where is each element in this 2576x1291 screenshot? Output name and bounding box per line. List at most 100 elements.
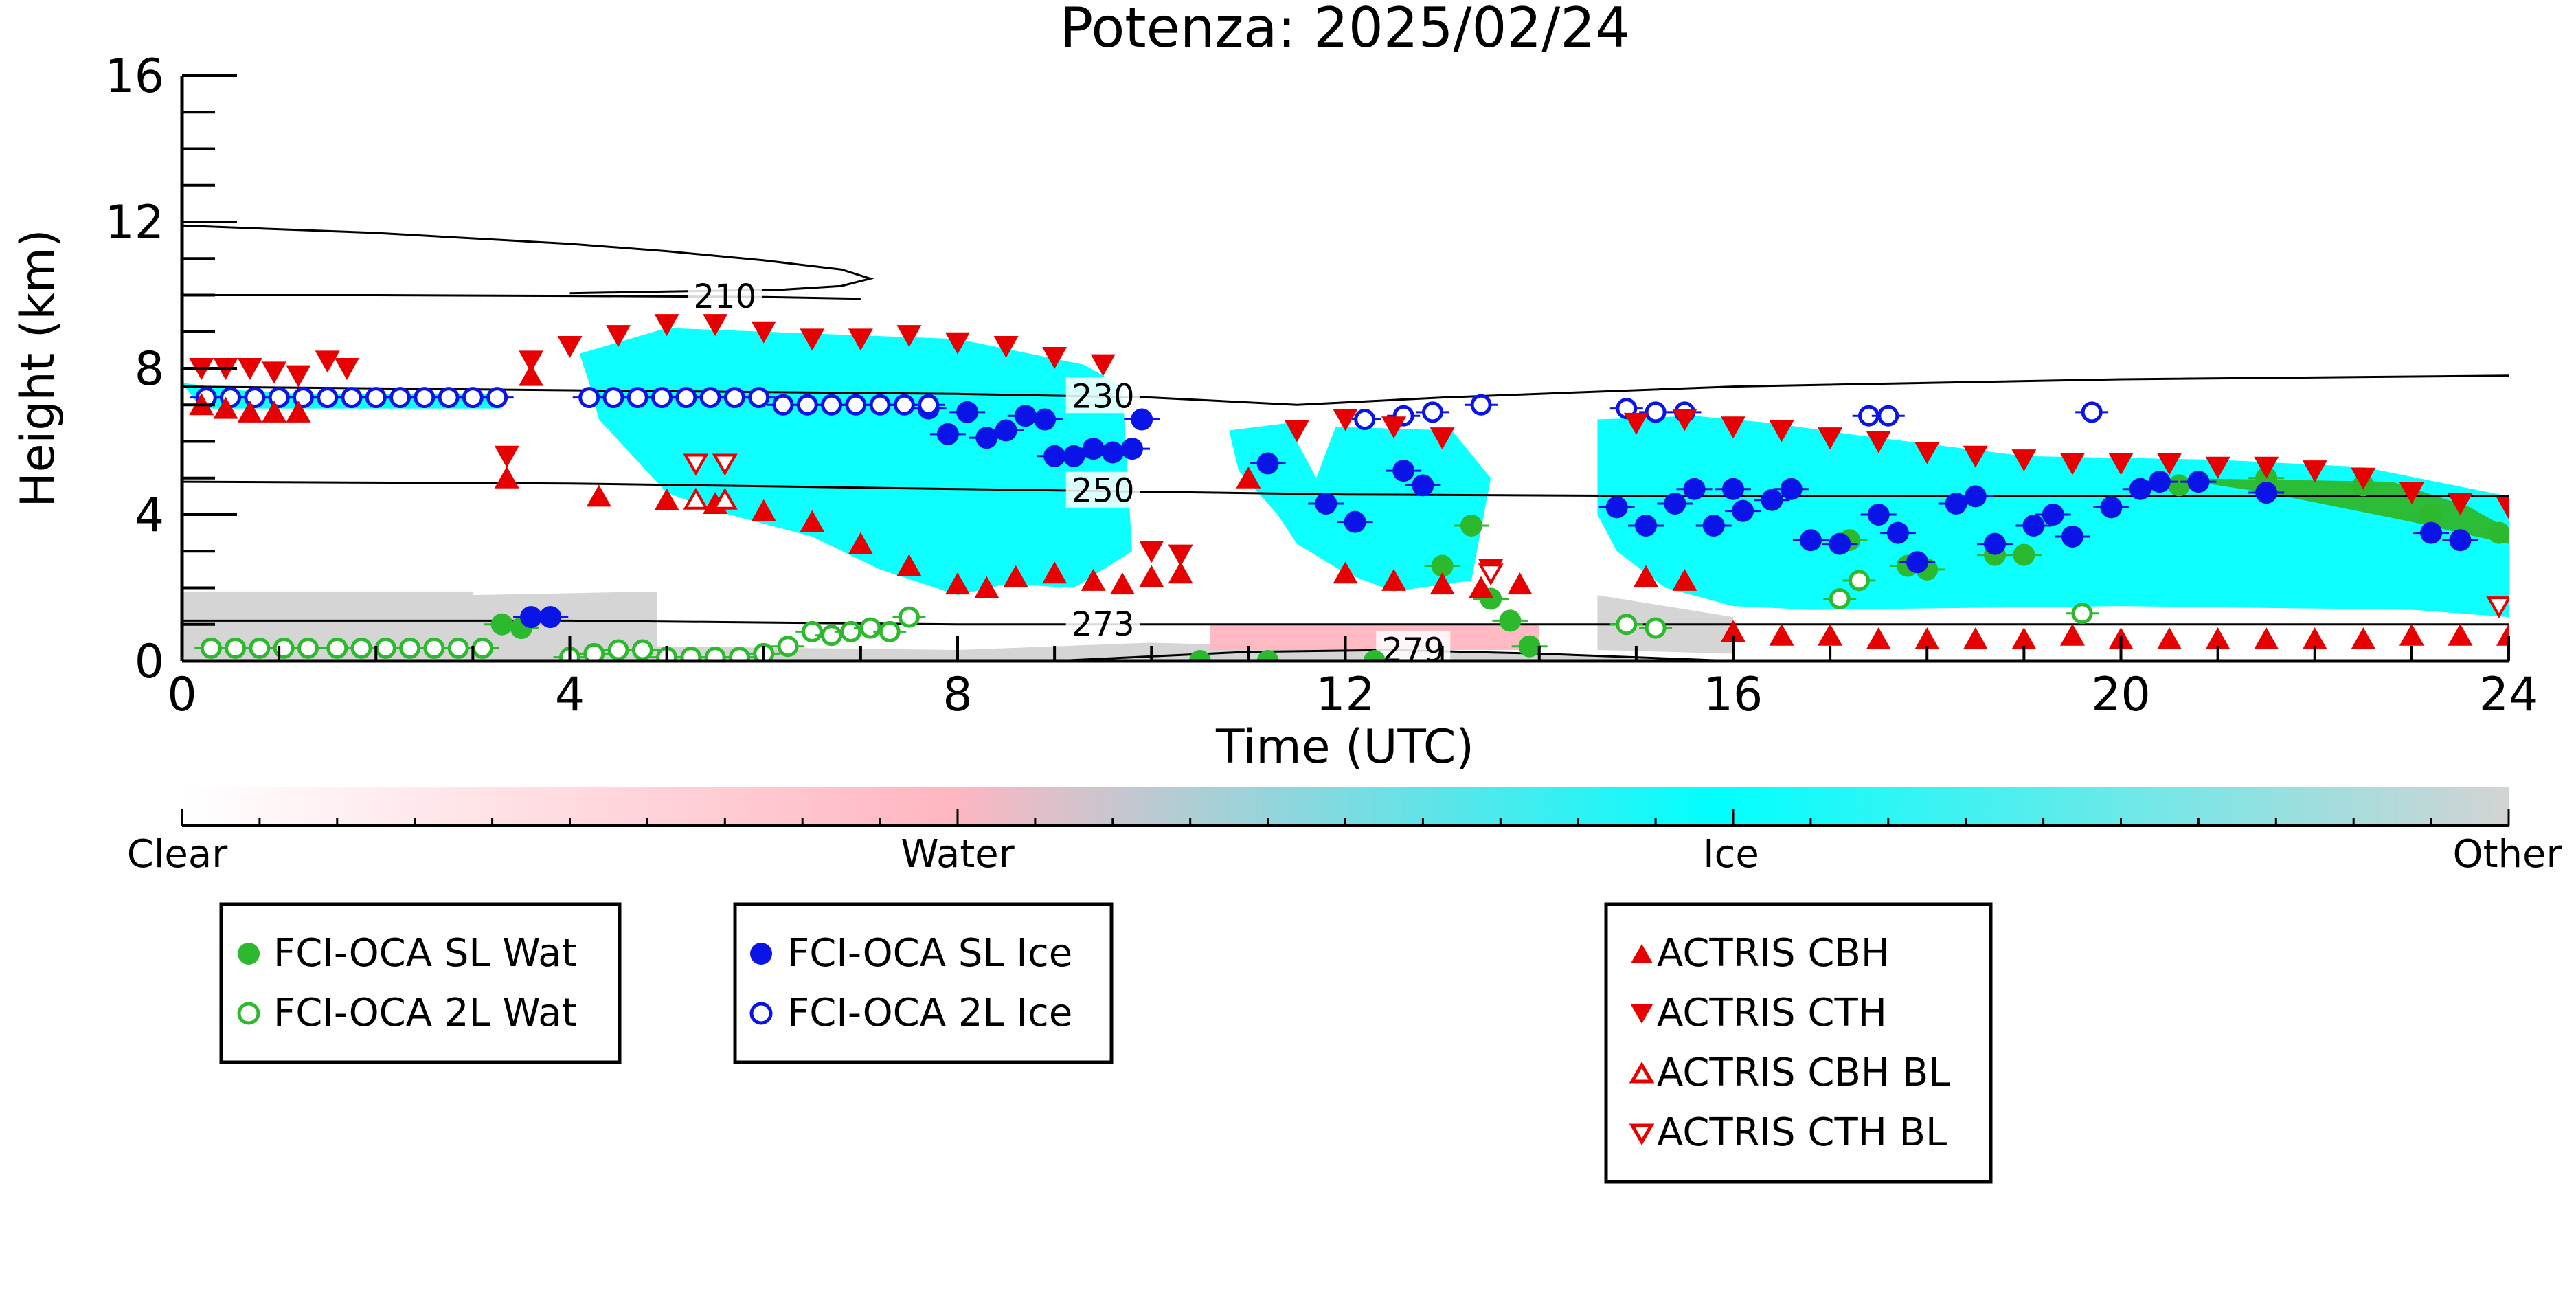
data-point — [1507, 572, 1533, 595]
data-point — [1470, 394, 1492, 416]
data-point — [1256, 452, 1279, 475]
retrieval-markers — [189, 314, 2509, 661]
data-point — [1354, 409, 1376, 431]
data-point — [1945, 493, 1967, 515]
data-point — [262, 361, 287, 384]
data-point — [1769, 420, 1794, 442]
isotherm-label-bg — [1065, 377, 1140, 414]
data-point — [945, 332, 970, 355]
data-point — [993, 336, 1019, 359]
data-point — [801, 620, 823, 642]
data-point — [1886, 521, 1909, 544]
series-actris-cbh-bl — [683, 487, 738, 510]
data-point — [1430, 427, 1455, 450]
data-point — [2157, 453, 2182, 475]
data-point — [712, 487, 738, 510]
data-point — [1344, 510, 1366, 533]
colorbar-ticks — [181, 809, 2510, 826]
data-point — [2059, 623, 2085, 646]
data-point — [1431, 554, 1454, 577]
data-point — [539, 606, 562, 629]
isotherm-label-bg — [1376, 631, 1451, 661]
data-point — [2059, 453, 2085, 475]
data-point — [1168, 544, 1193, 567]
data-point — [2187, 471, 2210, 493]
legend-label-sl-ice: FCI-OCA SL Ice — [787, 931, 1072, 976]
data-point — [1914, 442, 1940, 464]
colorbar-label-water: Water — [901, 832, 1015, 877]
data-point — [494, 445, 519, 468]
data-point — [389, 387, 411, 409]
series-actris-cth — [189, 314, 2509, 581]
data-point — [225, 637, 247, 659]
data-point — [586, 484, 611, 507]
data-point — [651, 387, 673, 409]
data-point — [683, 453, 709, 476]
data-point — [2487, 521, 2509, 544]
data-point — [2254, 456, 2279, 479]
data-point — [1818, 427, 1843, 450]
isotherm-line — [182, 374, 2509, 406]
data-point — [1499, 609, 1522, 632]
data-point — [1984, 532, 2007, 555]
data-point — [1623, 412, 1649, 435]
legend-marker-2l-ice — [749, 1002, 773, 1025]
data-point — [2448, 623, 2473, 646]
data-point — [772, 394, 794, 416]
data-point — [995, 419, 1017, 442]
legend-label-cth: ACTRIS CTH — [1657, 991, 1887, 1035]
data-point — [2022, 514, 2045, 537]
isotherm-label-bg — [688, 277, 762, 313]
legend-marker-cbh — [1631, 944, 1653, 963]
data-point — [848, 328, 873, 351]
data-point — [1014, 405, 1037, 427]
data-point — [2420, 521, 2443, 544]
data-point — [1381, 568, 1407, 591]
data-point — [606, 325, 631, 348]
data-point — [519, 350, 544, 373]
data-point — [1081, 568, 1106, 591]
data-point — [2108, 453, 2134, 475]
data-point — [1780, 478, 1803, 500]
data-point — [1672, 409, 1697, 431]
data-point — [1906, 551, 1929, 574]
data-point — [1363, 650, 1386, 661]
data-point — [945, 572, 970, 595]
data-point — [956, 401, 979, 423]
data-point — [712, 453, 738, 476]
x-axis-label: Time (UTC) — [1215, 720, 1474, 774]
legend-label-2l-ice: FCI-OCA 2L Ice — [787, 991, 1072, 1035]
data-point — [1848, 570, 1870, 592]
data-point — [728, 647, 750, 661]
data-point — [751, 321, 776, 344]
isotherm-label-bg — [1065, 605, 1140, 641]
legend-label-cbh-bl: ACTRIS CBH BL — [1657, 1051, 1950, 1095]
data-point — [237, 400, 262, 423]
data-point — [796, 394, 818, 416]
x-tick-label: 16 — [1704, 668, 1763, 722]
data-point — [1063, 445, 1085, 467]
data-point — [1381, 416, 1407, 439]
data-point — [2448, 493, 2473, 516]
series-fci-oca-sl-ice — [513, 397, 2478, 629]
legend-water: FCI-OCA SL Wat FCI-OCA 2L Wat — [219, 902, 622, 1064]
data-point — [1518, 635, 1541, 658]
data-point — [840, 620, 862, 642]
series-fci-oca-2l-wat — [194, 570, 2099, 661]
data-point — [1645, 401, 1667, 423]
data-point — [1683, 478, 1706, 500]
data-point — [2148, 471, 2171, 493]
data-point — [2129, 478, 2151, 500]
isotherm-label-bg — [1065, 471, 1140, 508]
data-point — [1761, 489, 1783, 511]
isotherm-label: 273 — [1072, 605, 1135, 644]
legend-box — [219, 902, 622, 1064]
data-point — [2255, 482, 2278, 504]
isotherm-label: 279 — [1381, 631, 1445, 670]
data-point — [519, 363, 544, 386]
data-point — [1964, 485, 1987, 508]
region-water-midday — [1209, 624, 1539, 651]
data-point — [2205, 456, 2230, 479]
data-point — [2081, 401, 2103, 423]
data-point — [486, 387, 508, 409]
